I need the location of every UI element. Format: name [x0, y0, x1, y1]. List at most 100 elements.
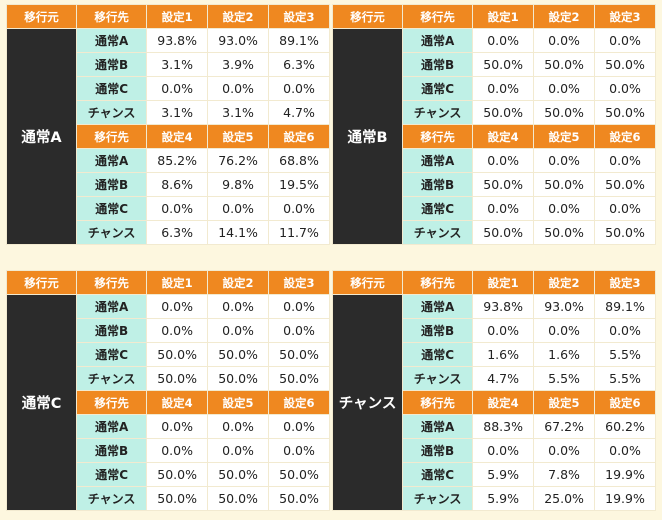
value-cell: 19.9%	[595, 463, 655, 486]
value-cell: 0.0%	[147, 415, 208, 438]
header-setting-6: 設定6	[595, 391, 655, 414]
value-cell: 0.0%	[208, 77, 269, 100]
value-cell: 50.0%	[595, 101, 655, 124]
value-cell: 0.0%	[147, 77, 208, 100]
source-label: 通常C	[7, 295, 77, 510]
header-setting-3: 設定3	[595, 5, 655, 28]
value-cell: 3.1%	[147, 101, 208, 124]
header-dest: 移行先	[403, 391, 473, 414]
header-setting-5: 設定5	[208, 391, 269, 414]
value-cell: 50.0%	[147, 367, 208, 390]
header-setting-1: 設定1	[473, 5, 534, 28]
dest-label: チャンス	[403, 367, 473, 390]
value-cell: 19.9%	[595, 487, 655, 510]
dest-label: チャンス	[403, 487, 473, 510]
header-source: 移行元	[333, 271, 403, 294]
value-cell: 68.8%	[269, 149, 329, 172]
dest-label: 通常A	[403, 295, 473, 318]
transition-table-normal-a: 移行元 移行先 設定1 設定2 設定3 通常A 通常A 93.8% 93.0% …	[6, 4, 330, 245]
value-cell: 0.0%	[473, 439, 534, 462]
dest-label: チャンス	[403, 221, 473, 244]
value-cell: 50.0%	[473, 53, 534, 76]
dest-label: 通常C	[77, 197, 147, 220]
header-dest: 移行先	[77, 125, 147, 148]
value-cell: 0.0%	[534, 319, 595, 342]
value-cell: 6.3%	[147, 221, 208, 244]
value-cell: 50.0%	[269, 487, 329, 510]
value-cell: 50.0%	[473, 101, 534, 124]
dest-label: 通常B	[77, 173, 147, 196]
value-cell: 4.7%	[473, 367, 534, 390]
value-cell: 93.0%	[208, 29, 269, 52]
dest-label: 通常A	[403, 415, 473, 438]
dest-label: 通常B	[77, 319, 147, 342]
value-cell: 50.0%	[534, 53, 595, 76]
dest-label: 通常A	[77, 149, 147, 172]
value-cell: 50.0%	[534, 221, 595, 244]
value-cell: 3.1%	[208, 101, 269, 124]
dest-label: 通常A	[77, 295, 147, 318]
value-cell: 6.3%	[269, 53, 329, 76]
value-cell: 7.8%	[534, 463, 595, 486]
dest-label: 通常A	[403, 29, 473, 52]
header-setting-3: 設定3	[269, 5, 329, 28]
value-cell: 0.0%	[147, 439, 208, 462]
dest-label: 通常C	[403, 343, 473, 366]
header-setting-5: 設定5	[534, 125, 595, 148]
value-cell: 0.0%	[208, 415, 269, 438]
value-cell: 89.1%	[269, 29, 329, 52]
header-source: 移行元	[7, 271, 77, 294]
transition-table-normal-c: 移行元 移行先 設定1 設定2 設定3 通常C 通常A 0.0% 0.0% 0.…	[6, 270, 330, 511]
value-cell: 0.0%	[147, 295, 208, 318]
dest-label: チャンス	[403, 101, 473, 124]
header-setting-4: 設定4	[473, 125, 534, 148]
value-cell: 1.6%	[473, 343, 534, 366]
header-setting-6: 設定6	[269, 125, 329, 148]
dest-label: 通常B	[403, 439, 473, 462]
value-cell: 76.2%	[208, 149, 269, 172]
value-cell: 0.0%	[595, 77, 655, 100]
header-dest: 移行先	[77, 5, 147, 28]
value-cell: 19.5%	[269, 173, 329, 196]
header-setting-2: 設定2	[208, 5, 269, 28]
value-cell: 9.8%	[208, 173, 269, 196]
value-cell: 0.0%	[534, 29, 595, 52]
value-cell: 50.0%	[595, 173, 655, 196]
value-cell: 50.0%	[208, 487, 269, 510]
value-cell: 50.0%	[595, 221, 655, 244]
header-setting-2: 設定2	[534, 5, 595, 28]
dest-label: 通常C	[77, 77, 147, 100]
value-cell: 0.0%	[269, 295, 329, 318]
header-setting-4: 設定4	[473, 391, 534, 414]
value-cell: 8.6%	[147, 173, 208, 196]
header-dest: 移行先	[403, 125, 473, 148]
value-cell: 0.0%	[473, 29, 534, 52]
value-cell: 50.0%	[208, 367, 269, 390]
header-setting-1: 設定1	[147, 271, 208, 294]
value-cell: 67.2%	[534, 415, 595, 438]
value-cell: 0.0%	[208, 439, 269, 462]
value-cell: 0.0%	[534, 197, 595, 220]
value-cell: 50.0%	[269, 367, 329, 390]
value-cell: 0.0%	[269, 319, 329, 342]
dest-label: 通常B	[403, 319, 473, 342]
value-cell: 3.1%	[147, 53, 208, 76]
value-cell: 0.0%	[534, 149, 595, 172]
dest-label: 通常A	[77, 29, 147, 52]
value-cell: 0.0%	[595, 319, 655, 342]
value-cell: 93.8%	[473, 295, 534, 318]
header-setting-2: 設定2	[534, 271, 595, 294]
transition-table-chance: 移行元 移行先 設定1 設定2 設定3 チャンス 通常A 93.8% 93.0%…	[332, 270, 656, 511]
value-cell: 0.0%	[269, 439, 329, 462]
value-cell: 0.0%	[269, 415, 329, 438]
value-cell: 0.0%	[473, 149, 534, 172]
value-cell: 50.0%	[147, 487, 208, 510]
value-cell: 0.0%	[595, 149, 655, 172]
header-setting-3: 設定3	[269, 271, 329, 294]
dest-label: 通常B	[403, 173, 473, 196]
dest-label: チャンス	[77, 487, 147, 510]
value-cell: 5.9%	[473, 487, 534, 510]
header-setting-1: 設定1	[473, 271, 534, 294]
value-cell: 50.0%	[534, 101, 595, 124]
dest-label: チャンス	[77, 221, 147, 244]
